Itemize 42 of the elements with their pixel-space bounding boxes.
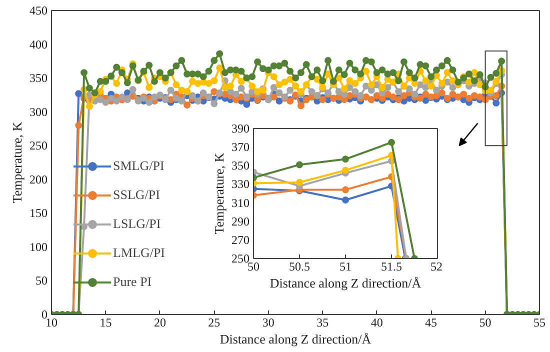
y-tick-label: 50 [36,274,48,288]
y-tick-label: 350 [30,71,48,86]
x-tick-label: 25 [208,316,220,330]
x-axis-title: Distance along Z direction/Å [270,276,422,290]
x-tick-label: 50 [479,316,492,330]
y-tick-label: 290 [232,214,250,228]
y-tick-label: 250 [30,138,48,153]
y-tick-label: 450 [30,4,48,18]
y-tick-label: 350 [232,158,250,173]
x-tick-label: 51.5 [381,260,402,274]
y-tick-label: 200 [30,172,48,186]
y-tick-label: 100 [30,240,48,254]
x-tick-label: 52 [430,260,442,274]
y-tick-label: 0 [42,308,48,322]
y-tick-label: 270 [232,232,250,247]
x-tick-label: 50.5 [289,260,310,274]
legend-label: Pure PI [113,274,152,290]
y-axis-title: Temperature, K [212,152,226,234]
x-tick-label: 50 [248,260,260,274]
x-tick-label: 35 [316,316,329,330]
legend-label: LSLG/PI [113,216,161,232]
legend-label: LMLG/PI [113,245,165,261]
x-tick-label: 30 [262,316,274,330]
x-axis-title: Distance along Z direction/Å [220,332,372,346]
y-tick-label: 150 [30,206,48,220]
y-tick-label: 300 [30,104,48,119]
x-tick-label: 40 [370,316,383,330]
y-tick-label: 390 [232,122,250,136]
x-tick-label: 20 [154,316,166,330]
x-tick-label: 15 [100,316,112,330]
x-tick-label: 10 [46,316,58,330]
x-tick-label: 45 [425,316,438,330]
y-tick-label: 310 [232,196,250,210]
x-tick-label: 51 [340,260,352,274]
y-tick-label: 370 [232,140,250,154]
legend-label: SMLG/PI [113,158,164,174]
y-tick-label: 330 [232,177,250,192]
legend-label: SSLG/PI [113,187,160,203]
y-tick-label: 400 [30,37,48,52]
x-tick-label: 55 [534,316,546,330]
y-axis-title: Temperature, K [10,121,24,204]
y-tick-label: 250 [232,252,250,266]
